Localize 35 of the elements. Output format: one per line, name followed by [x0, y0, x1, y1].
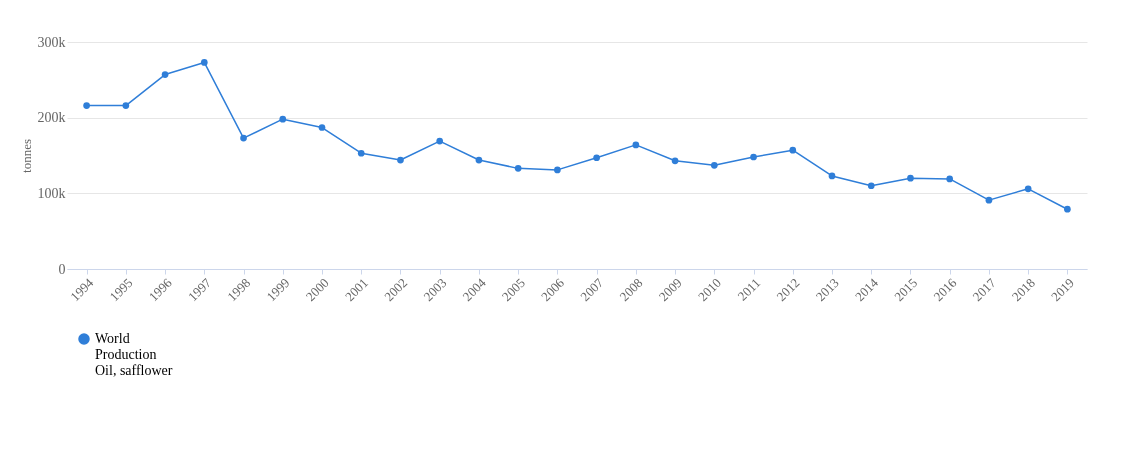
point	[397, 156, 404, 164]
point	[1064, 205, 1071, 213]
point	[122, 102, 130, 109]
point	[83, 102, 90, 109]
x-tick-label: 1999	[263, 275, 293, 305]
point	[907, 174, 914, 182]
point	[514, 165, 522, 172]
point	[867, 182, 875, 190]
point	[200, 59, 208, 66]
point	[436, 137, 444, 145]
point	[161, 71, 169, 78]
point	[240, 134, 247, 142]
y-axis-title: tonnes	[18, 139, 34, 173]
point	[750, 153, 757, 161]
x-tick-label: 2011	[734, 275, 764, 304]
point	[318, 124, 326, 131]
point	[710, 161, 718, 169]
y-tick-label: 300k	[37, 34, 66, 50]
point	[828, 172, 836, 180]
point	[1024, 185, 1032, 193]
y-tick-label: 200k	[37, 110, 66, 126]
point	[789, 146, 797, 154]
point	[946, 175, 954, 183]
x-tick-label: 1998	[224, 275, 254, 305]
point	[985, 196, 993, 204]
point	[475, 156, 483, 164]
point	[357, 149, 365, 157]
point	[671, 157, 679, 165]
y-tick-label: 100k	[37, 185, 66, 201]
y-tick-label: 0	[58, 261, 66, 277]
point	[554, 166, 561, 174]
legend-label: World Production Oil, safflower	[95, 331, 173, 378]
point	[593, 154, 600, 162]
point	[279, 115, 287, 123]
point	[632, 141, 640, 149]
